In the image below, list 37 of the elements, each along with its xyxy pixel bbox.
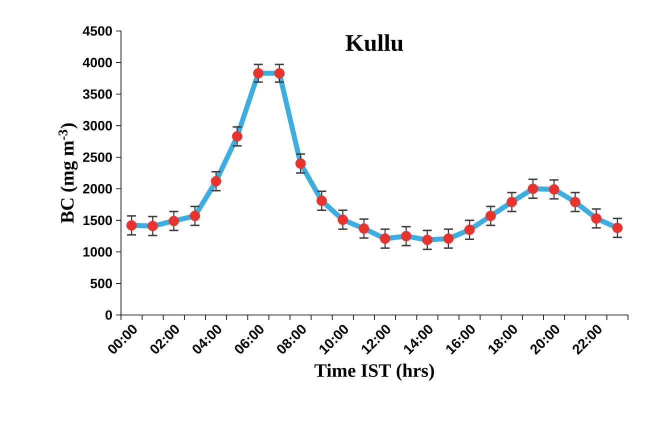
- point: [380, 233, 390, 244]
- y-tick-label: 500: [90, 278, 112, 288]
- y-tick-label: 1000: [83, 247, 112, 257]
- point: [295, 158, 306, 169]
- point: [464, 224, 475, 235]
- point: [253, 68, 264, 78]
- point: [126, 220, 137, 231]
- y-tick-label: 4000: [82, 58, 112, 68]
- point: [210, 176, 222, 186]
- point: [548, 184, 560, 195]
- point: [612, 222, 623, 234]
- point: [190, 210, 200, 222]
- point: [147, 220, 158, 232]
- point: [232, 131, 242, 142]
- point: [274, 68, 285, 78]
- point: [506, 196, 518, 208]
- chart-title: Kullu: [346, 34, 404, 52]
- y-axis-title: BC (mg m$^{-3}$): [58, 123, 78, 224]
- y-tick-label: 2000: [83, 184, 112, 194]
- y-tick-label: 1500: [83, 216, 112, 226]
- point: [422, 234, 433, 246]
- y-tick-label: 3500: [82, 89, 112, 99]
- point: [316, 196, 327, 206]
- point: [570, 196, 580, 208]
- y-tick-label: 2500: [83, 152, 112, 162]
- y-tick-label: 3000: [82, 120, 112, 130]
- x-axis-title: Time IST (hrs): [314, 364, 434, 381]
- point: [528, 184, 538, 194]
- point: [168, 216, 180, 226]
- point: [400, 230, 412, 242]
- point: [591, 213, 602, 224]
- point: [358, 223, 370, 234]
- y-tick-label: 4500: [82, 26, 112, 36]
- point: [338, 214, 348, 225]
- point: [485, 210, 496, 222]
- point: [443, 233, 454, 244]
- y-tick-label: 0: [106, 310, 112, 320]
